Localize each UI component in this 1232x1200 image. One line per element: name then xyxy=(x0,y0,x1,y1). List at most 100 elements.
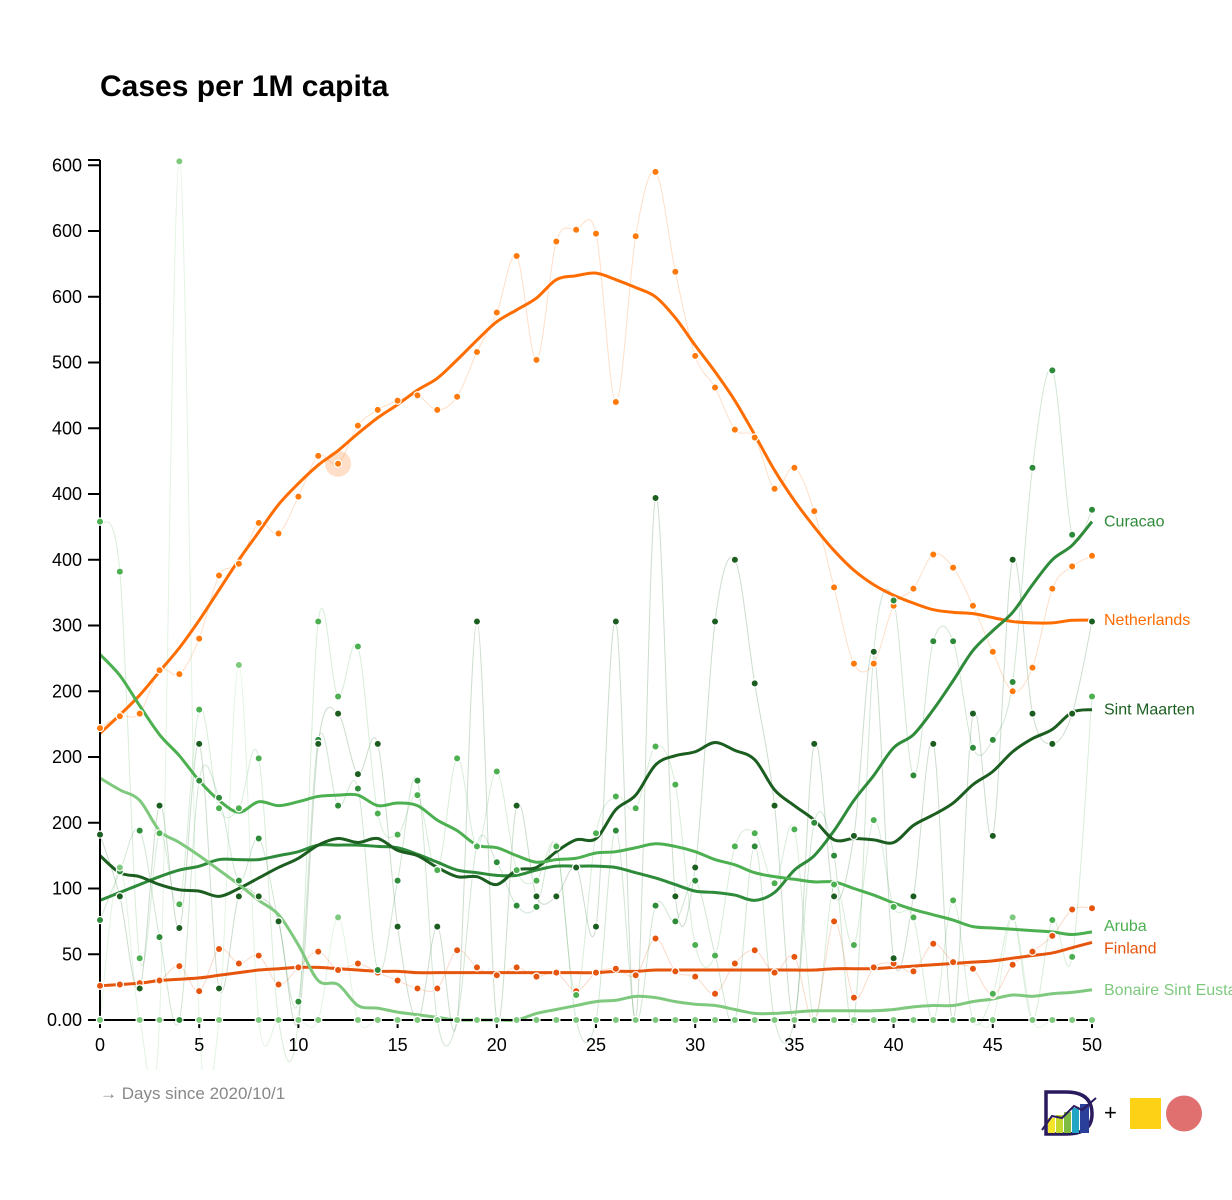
data-point xyxy=(373,965,382,975)
data-point xyxy=(691,972,700,981)
data-point xyxy=(175,157,184,166)
data-point xyxy=(849,831,859,841)
y-tick-label: 600 xyxy=(52,155,82,175)
data-point xyxy=(948,896,958,905)
data-point xyxy=(1008,555,1017,564)
data-point xyxy=(492,1015,501,1025)
data-point xyxy=(909,913,918,922)
series-label: Sint Maarten xyxy=(1104,702,1195,719)
data-point xyxy=(115,567,125,576)
x-tick-label: 45 xyxy=(983,1035,1003,1055)
data-point xyxy=(135,826,144,835)
data-point xyxy=(452,946,462,955)
data-point xyxy=(393,396,402,405)
data-point xyxy=(175,923,184,933)
y-tick-label: 600 xyxy=(52,287,82,307)
data-point xyxy=(194,776,204,785)
data-point xyxy=(1087,1015,1097,1025)
data-point xyxy=(810,739,819,749)
data-point xyxy=(1048,1015,1057,1025)
data-point xyxy=(849,940,859,950)
data-point xyxy=(433,405,442,415)
data-point xyxy=(730,1015,740,1025)
data-point xyxy=(472,347,482,357)
data-point xyxy=(988,831,998,841)
data-point xyxy=(413,790,422,800)
y-tick-label: 400 xyxy=(52,484,82,504)
data-point xyxy=(1028,1015,1037,1025)
y-tick-label: 300 xyxy=(52,616,82,636)
data-point xyxy=(790,463,799,472)
line-chart: 0.00501002002002003004004004005006006006… xyxy=(47,155,1232,1070)
data-point xyxy=(532,876,541,885)
data-point xyxy=(254,892,263,901)
data-point xyxy=(770,968,779,977)
data-point xyxy=(790,825,799,834)
data-point xyxy=(1087,505,1097,514)
data-point xyxy=(691,863,700,872)
data-point xyxy=(1048,931,1057,941)
data-point xyxy=(1067,562,1077,571)
raw-line-5 xyxy=(99,160,1092,1070)
series-label: Netherlands xyxy=(1104,612,1190,629)
data-point xyxy=(889,953,898,963)
data-point xyxy=(433,984,442,993)
data-point xyxy=(948,637,958,646)
data-point xyxy=(671,267,680,276)
data-point xyxy=(710,951,720,960)
data-point xyxy=(413,776,422,785)
data-point xyxy=(492,858,501,867)
data-point xyxy=(433,865,442,875)
red-circle-icon xyxy=(1166,1095,1202,1132)
data-point xyxy=(393,922,402,931)
y-tick-label: 50 xyxy=(62,944,82,964)
series-label: Curacao xyxy=(1104,514,1165,531)
data-point xyxy=(234,959,244,968)
data-point xyxy=(333,965,343,975)
data-point xyxy=(750,679,759,688)
y-tick-label: 0.00 xyxy=(47,1010,82,1030)
data-point xyxy=(691,351,700,361)
series-labels: Netherlands Finland Curacao Sint Maarten Aru… xyxy=(1104,514,1232,999)
data-point xyxy=(373,1015,382,1025)
trend-line-1 xyxy=(99,940,1093,988)
data-point xyxy=(393,1015,402,1025)
data-point xyxy=(314,451,323,461)
data-point xyxy=(194,986,204,996)
series-label: Bonaire Sint Eustatius and Saba xyxy=(1104,982,1232,999)
data-point xyxy=(452,1015,462,1025)
data-point xyxy=(155,829,164,838)
data-point xyxy=(294,997,303,1006)
data-point xyxy=(95,830,105,839)
data-point xyxy=(591,922,601,931)
data-point xyxy=(155,801,164,810)
data-point xyxy=(1028,463,1037,472)
data-point xyxy=(254,834,263,843)
data-point xyxy=(314,1015,323,1025)
data-point xyxy=(274,529,283,538)
y-tick-label: 100 xyxy=(52,879,82,899)
data-point xyxy=(909,967,918,976)
data-point xyxy=(1028,947,1037,956)
y-tick-label: 200 xyxy=(52,813,82,833)
data-point xyxy=(611,964,621,973)
series-label: Finland xyxy=(1104,940,1156,957)
data-point xyxy=(730,959,740,968)
data-point xyxy=(254,951,263,960)
data-point xyxy=(1028,709,1037,718)
data-point xyxy=(512,901,521,910)
data-point xyxy=(95,1015,105,1025)
data-point xyxy=(889,1015,898,1025)
data-point xyxy=(968,964,978,973)
data-point xyxy=(968,1015,978,1025)
data-point xyxy=(254,518,263,528)
data-point xyxy=(234,660,244,670)
data-point xyxy=(194,634,204,643)
data-point xyxy=(492,308,501,317)
data-point xyxy=(591,1015,601,1025)
data-point xyxy=(1087,551,1097,561)
data-point xyxy=(611,792,621,801)
data-point xyxy=(294,963,303,972)
data-point xyxy=(393,976,402,985)
data-point xyxy=(155,976,164,985)
